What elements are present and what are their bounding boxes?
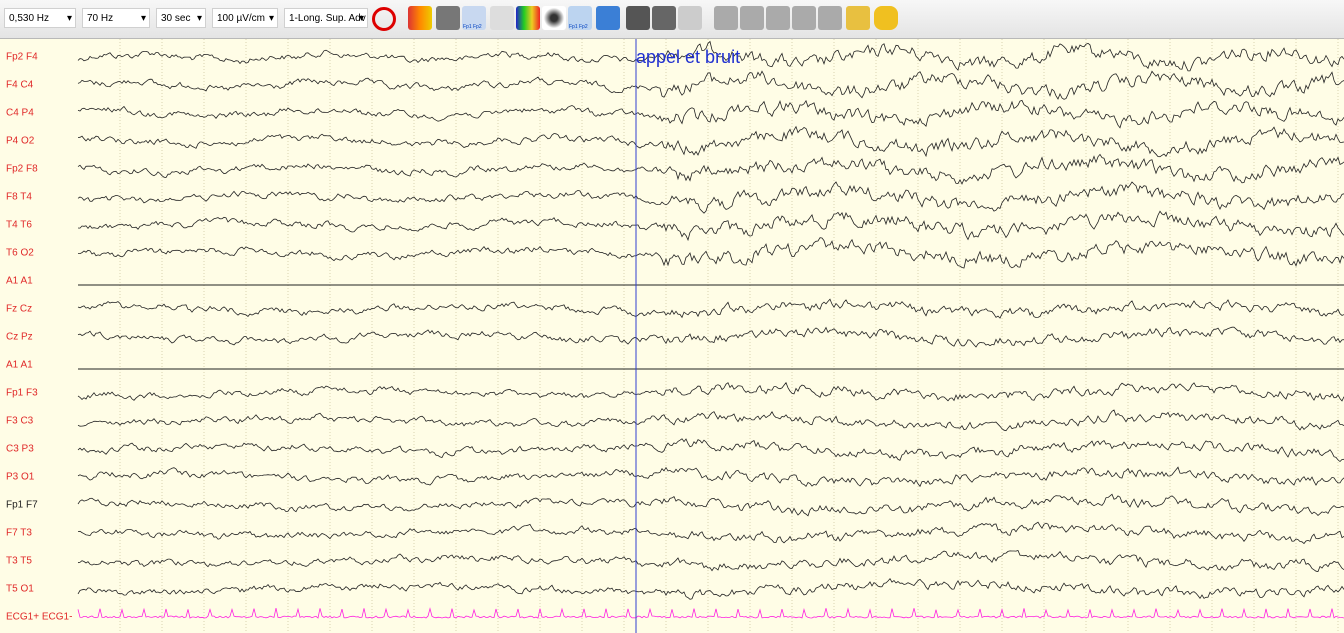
eeg-trace: [77, 381, 1344, 402]
eeg-trace: [77, 521, 1344, 545]
tool-button[interactable]: [766, 6, 790, 30]
eeg-trace: [77, 326, 1344, 348]
tool-button[interactable]: [516, 6, 540, 30]
channel-label: Fp1 F3: [6, 388, 38, 399]
tool-button[interactable]: [652, 6, 676, 30]
eeg-trace: [77, 578, 1344, 600]
channel-label: F7 T3: [6, 528, 32, 539]
channel-label: P3 O1: [6, 472, 35, 483]
tool-button[interactable]: [792, 6, 816, 30]
tool-button[interactable]: [626, 6, 650, 30]
eeg-trace: [77, 40, 1344, 72]
timebase-dropdown[interactable]: 30 sec: [156, 8, 206, 28]
tool-button[interactable]: [846, 6, 870, 30]
tool-button[interactable]: [436, 6, 460, 30]
sensitivity-dropdown[interactable]: 100 µV/cm: [212, 8, 278, 28]
highpass-dropdown[interactable]: 0,530 Hz: [4, 8, 76, 28]
eeg-trace: [77, 125, 1344, 158]
eeg-trace: [77, 153, 1344, 185]
tool-button[interactable]: [678, 6, 702, 30]
channel-label: C3 P3: [6, 444, 34, 455]
eeg-trace: [77, 237, 1344, 269]
channel-label: Fp2 F8: [6, 164, 38, 175]
channel-label: Fp2 F4: [6, 52, 38, 63]
eeg-trace: [77, 550, 1344, 572]
channel-label: F8 T4: [6, 192, 32, 203]
montage-dropdown[interactable]: 1-Long. Sup. Adv: [284, 8, 368, 28]
eeg-trace: [77, 298, 1344, 319]
channel-label: C4 P4: [6, 108, 34, 119]
eeg-trace: [77, 438, 1344, 463]
channel-label: A1 A1: [6, 276, 33, 287]
channel-labels: Fp2 F4 F4 C4 C4 P4 P4 O2 Fp2 F8 F8 T4 T4 T6 T6 …: [6, 52, 72, 623]
channel-label: Cz Pz: [6, 332, 33, 343]
eeg-trace: [77, 493, 1344, 517]
icon-label: Fp1 Fp2: [569, 24, 588, 30]
channel-label: F4 C4: [6, 80, 34, 91]
channel-label: T3 T5: [6, 556, 32, 567]
eeg-traces: Fp2 F4 F4 C4 C4 P4 P4 O2 Fp2 F8 F8 T4 T4 T6 T6 …: [0, 39, 1344, 633]
toolbar: 0,530 Hz 70 Hz 30 sec 100 µV/cm 1-Long. …: [0, 0, 1344, 39]
eeg-trace: [77, 70, 1344, 100]
channel-label: P4 O2: [6, 136, 35, 147]
eeg-trace: [77, 210, 1344, 242]
channel-label: F3 C3: [6, 416, 34, 427]
channel-label: Fp1 F7: [6, 500, 38, 511]
tool-button[interactable]: [568, 6, 592, 30]
icon-label: Fp1 Fp2: [463, 24, 482, 30]
stop-button[interactable]: [372, 7, 396, 31]
annotation: appel et bruit: [636, 47, 740, 67]
eeg-trace: [77, 181, 1344, 214]
eeg-trace: [77, 409, 1344, 432]
channel-label: T5 O1: [6, 584, 34, 595]
channel-label: T4 T6: [6, 220, 32, 231]
tool-button[interactable]: [740, 6, 764, 30]
lowpass-dropdown[interactable]: 70 Hz: [82, 8, 150, 28]
channel-label: ECG1+ ECG1-: [6, 612, 72, 623]
tool-button[interactable]: [462, 6, 486, 30]
tool-button[interactable]: [714, 6, 738, 30]
ecg-trace: [77, 607, 1344, 619]
trace-background: [0, 39, 1344, 633]
eeg-trace: [77, 99, 1344, 129]
eeg-trace: [77, 466, 1344, 488]
tool-button[interactable]: [542, 6, 566, 30]
tool-button[interactable]: [596, 6, 620, 30]
channel-label: A1 A1: [6, 360, 33, 371]
traces: [77, 40, 1344, 619]
channel-label: Fz Cz: [6, 304, 32, 315]
lock-button[interactable]: [874, 6, 898, 30]
tool-button[interactable]: [490, 6, 514, 30]
tool-button[interactable]: [818, 6, 842, 30]
tool-button[interactable]: [408, 6, 432, 30]
channel-label: T6 O2: [6, 248, 34, 259]
